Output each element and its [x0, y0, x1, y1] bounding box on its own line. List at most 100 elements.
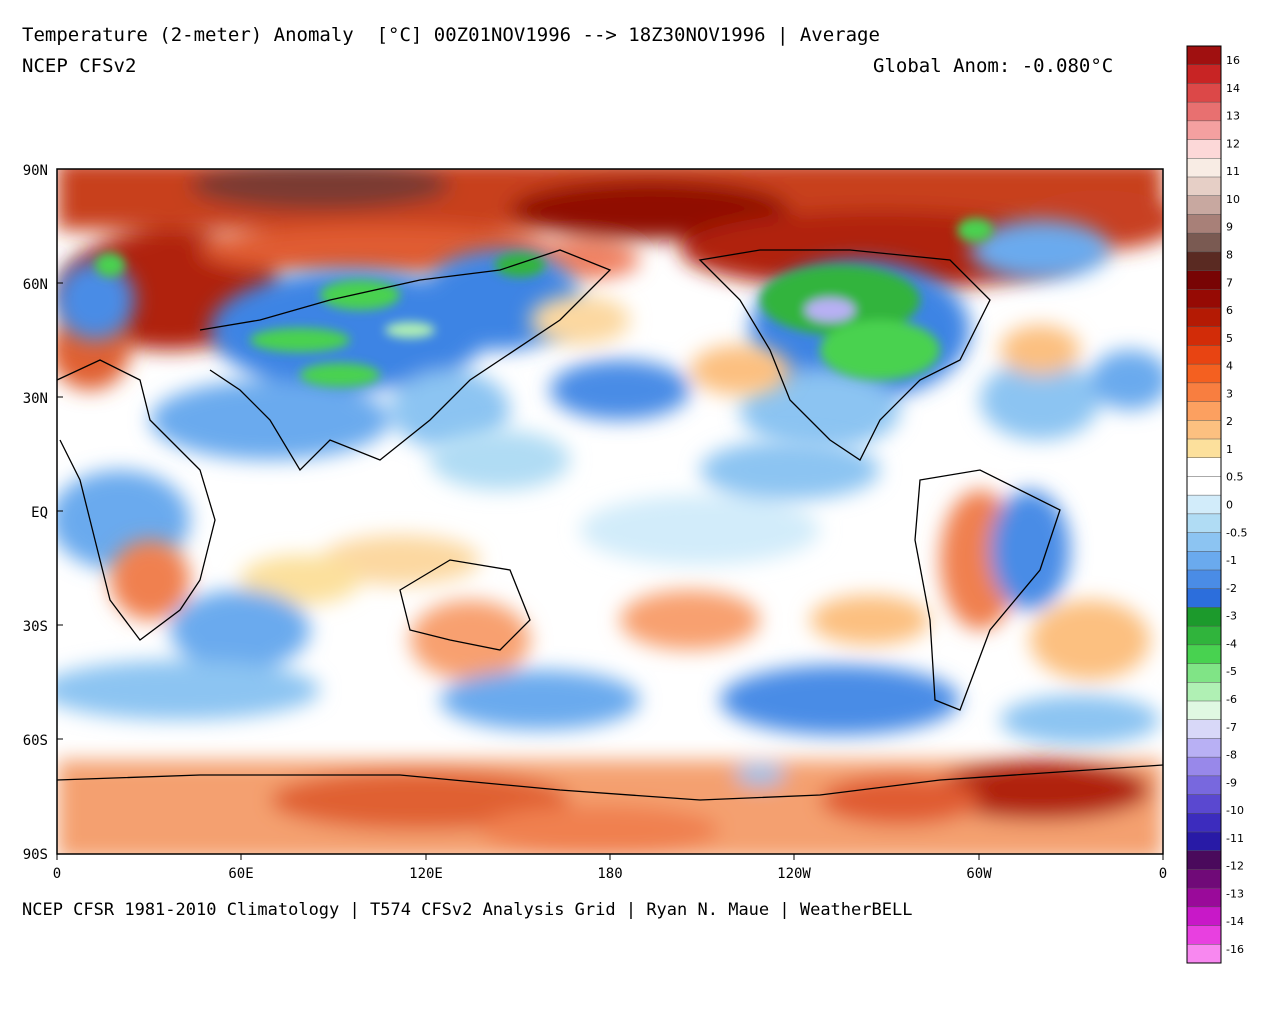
color-swatch	[1187, 177, 1221, 197]
color-swatch	[1187, 214, 1221, 234]
lon-label: 180	[597, 866, 622, 882]
color-scale-label: -8	[1226, 749, 1237, 762]
color-scale-label: -1	[1226, 554, 1237, 567]
lon-label: 120E	[409, 866, 443, 882]
color-swatch	[1187, 64, 1221, 84]
color-scale-label: -3	[1226, 610, 1237, 623]
color-swatch	[1187, 326, 1221, 346]
color-swatch	[1187, 439, 1221, 459]
color-scale-label: -0.5	[1226, 526, 1247, 539]
color-swatch	[1187, 102, 1221, 122]
color-scale-label: 4	[1226, 360, 1233, 373]
color-swatch	[1187, 906, 1221, 926]
color-swatch	[1187, 813, 1221, 833]
lon-label: 60W	[966, 866, 992, 882]
color-swatch	[1187, 570, 1221, 590]
color-scale-label: -10	[1226, 804, 1244, 817]
color-swatch	[1187, 644, 1221, 664]
north-america-very-cold-region	[760, 218, 993, 380]
color-swatch	[1187, 757, 1221, 777]
longitude-axis: 0 60E 120E 180 120W 60W 0	[53, 866, 1167, 882]
color-scale-label: -5	[1226, 665, 1237, 678]
color-swatch	[1187, 401, 1221, 421]
lat-label: 60N	[23, 277, 48, 293]
color-swatch	[1187, 925, 1221, 945]
southern-hemisphere-anomalies	[57, 490, 1160, 745]
color-scale-label: 16	[1226, 54, 1240, 67]
color-swatch	[1187, 233, 1221, 253]
color-swatch	[1187, 139, 1221, 159]
anomaly-map: 90N 60N 30N EQ 30S 60S 90S 0 60E 120E 18…	[23, 163, 1168, 882]
color-scale-label: -7	[1226, 721, 1237, 734]
color-swatch	[1187, 626, 1221, 646]
color-scale-label: 6	[1226, 304, 1233, 317]
lat-label: 30S	[23, 619, 48, 635]
color-scale-label: 1	[1226, 443, 1233, 456]
color-scale-label: 12	[1226, 137, 1240, 150]
color-swatch	[1187, 457, 1221, 477]
color-swatch	[1187, 682, 1221, 702]
global-anomaly-label: Global Anom: -0.080°C	[873, 55, 1114, 77]
color-swatch	[1187, 289, 1221, 309]
color-scale-swatches	[1187, 45, 1221, 964]
color-scale-label: -11	[1226, 832, 1244, 845]
coastlines	[57, 249, 1163, 801]
color-scale-label: -2	[1226, 582, 1237, 595]
color-swatch	[1187, 120, 1221, 140]
color-swatch	[1187, 944, 1221, 964]
color-scale-frame	[1186, 45, 1222, 964]
color-swatch	[1187, 794, 1221, 814]
color-scale-label: 3	[1226, 387, 1233, 400]
color-swatch	[1187, 382, 1221, 402]
lon-label: 120W	[777, 866, 811, 882]
color-swatch	[1187, 701, 1221, 721]
color-scale-label: 10	[1226, 193, 1240, 206]
latitude-axis: 90N 60N 30N EQ 30S 60S 90S	[23, 163, 48, 863]
color-swatch	[1187, 46, 1221, 66]
color-swatch	[1187, 251, 1221, 271]
color-swatch	[1187, 158, 1221, 178]
map-title: Temperature (2-meter) Anomaly [°C] 00Z01…	[22, 24, 880, 46]
color-scale-label: -14	[1226, 915, 1244, 928]
color-swatch	[1187, 308, 1221, 328]
color-scale-label: -6	[1226, 693, 1237, 706]
color-scale-label: -12	[1226, 860, 1244, 873]
color-swatch	[1187, 495, 1221, 515]
lat-label: 60S	[23, 733, 48, 749]
color-swatch	[1187, 850, 1221, 870]
color-swatch	[1187, 832, 1221, 852]
lon-label: 0	[53, 866, 61, 882]
color-scale-label: 5	[1226, 332, 1233, 345]
color-swatch	[1187, 888, 1221, 908]
color-swatch	[1187, 270, 1221, 290]
color-scale-label: 8	[1226, 249, 1233, 262]
color-swatch	[1187, 195, 1221, 215]
color-swatch	[1187, 607, 1221, 627]
lat-label: 30N	[23, 391, 48, 407]
color-scale-label: 7	[1226, 276, 1233, 289]
color-swatch	[1187, 345, 1221, 365]
color-swatch	[1187, 83, 1221, 103]
color-scale-label: 0	[1226, 499, 1233, 512]
color-scale-label: 9	[1226, 221, 1233, 234]
color-scale-label: 11	[1226, 165, 1240, 178]
color-scale-label: 0.5	[1226, 471, 1244, 484]
anomaly-field	[57, 169, 1163, 854]
color-swatch	[1187, 719, 1221, 739]
color-swatch	[1187, 588, 1221, 608]
antarctic-warm-region	[57, 760, 1163, 854]
credits-footer: NCEP CFSR 1981-2010 Climatology | T574 C…	[22, 900, 913, 920]
lon-label: 60E	[228, 866, 253, 882]
axis-ticks	[56, 282, 1164, 860]
color-swatch	[1187, 775, 1221, 795]
color-scale-label: 2	[1226, 415, 1233, 428]
color-swatch	[1187, 476, 1221, 496]
lat-label: 90S	[23, 847, 48, 863]
color-swatch	[1187, 420, 1221, 440]
color-scale-label: -4	[1226, 637, 1237, 650]
color-scale-label: -16	[1226, 943, 1244, 956]
color-swatch	[1187, 551, 1221, 571]
color-swatch	[1187, 532, 1221, 552]
color-swatch	[1187, 364, 1221, 384]
